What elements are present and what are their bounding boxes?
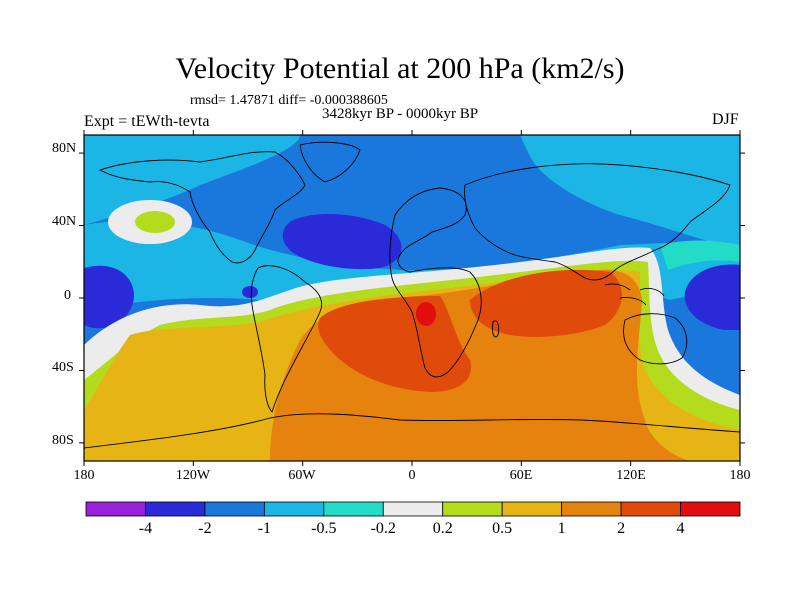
colorbar-box: [680, 501, 741, 517]
colorbar-tick-label: 2: [617, 520, 626, 537]
colorbar-tick-label: -1: [257, 520, 272, 537]
colorbar-box: [561, 501, 622, 517]
colorbar-box: [145, 501, 206, 517]
colorbar-tick-label: 4: [676, 520, 685, 537]
xtick-label: 0: [408, 468, 416, 483]
coast-antarctica: [84, 413, 740, 449]
colorbar-tick-label: -0.2: [370, 520, 396, 537]
coast-greenland: [299, 141, 361, 183]
coast-north-america: [98, 151, 306, 264]
axis-tickmarks: [79, 130, 745, 466]
period-label: 3428kyr BP - 0000kyr BP: [322, 106, 479, 122]
colorbar-box: [382, 501, 444, 517]
colorbar-box: [501, 501, 563, 517]
colorbar-box: [263, 501, 325, 517]
ytick-label: 0: [64, 288, 71, 303]
xtick-label: 60W: [288, 468, 316, 483]
colorbar-box: [204, 501, 265, 517]
colorbar-box: [323, 501, 384, 517]
field-indian-ocean-high: [470, 269, 622, 337]
colorbar-box: [620, 501, 681, 517]
colorbar-box: [85, 501, 146, 517]
colorbar: [85, 501, 741, 517]
field-south-america-low: [242, 286, 258, 298]
coast-europe-africa: [389, 187, 482, 378]
contour-field: [84, 135, 740, 461]
xtick-label: 120W: [175, 468, 211, 483]
colorbar-tick-label: -0.5: [311, 520, 337, 537]
colorbar-box: [442, 501, 503, 517]
field-south-pacific-yellow: [84, 410, 270, 461]
ytick-label: 80N: [52, 141, 77, 156]
colorbar-tick-label: -2: [198, 520, 212, 537]
field-central-pacific-low: [84, 265, 134, 329]
coast-indonesia: [604, 283, 665, 306]
ytick-label: 40S: [52, 360, 74, 375]
stats-line: rmsd= 1.47871 diff= -0.000388605: [190, 93, 388, 108]
xtick-label: 180: [73, 468, 95, 483]
xtick-label: 120E: [616, 468, 646, 483]
field-west-pacific-teal: [660, 240, 740, 270]
coast-australia: [623, 313, 688, 365]
xtick-label: 180: [729, 468, 751, 483]
coast-madagascar: [492, 320, 500, 338]
season-label: DJF: [712, 111, 739, 128]
ytick-label: 40N: [52, 214, 77, 229]
colorbar-tick-label: -4: [138, 520, 153, 537]
colorbar-tick-label: 0.2: [432, 520, 453, 537]
xtick-label: 60E: [509, 468, 533, 483]
map-title: Velocity Potential at 200 hPa (km2/s): [175, 52, 625, 85]
experiment-label: Expt = tEWth-tevta: [84, 113, 210, 130]
field-north-atlantic-low: [282, 214, 402, 270]
ytick-label: 80S: [52, 433, 74, 448]
colorbar-tick-label: 0.5: [492, 520, 513, 537]
coast-asia: [464, 163, 731, 281]
coastlines: [84, 141, 740, 449]
field-north-pacific-high: [135, 211, 175, 233]
coast-south-america: [250, 265, 323, 413]
field-west-pacific-low: [684, 264, 740, 330]
field-africa-max: [416, 302, 436, 326]
colorbar-tick-label: 1: [557, 520, 566, 537]
